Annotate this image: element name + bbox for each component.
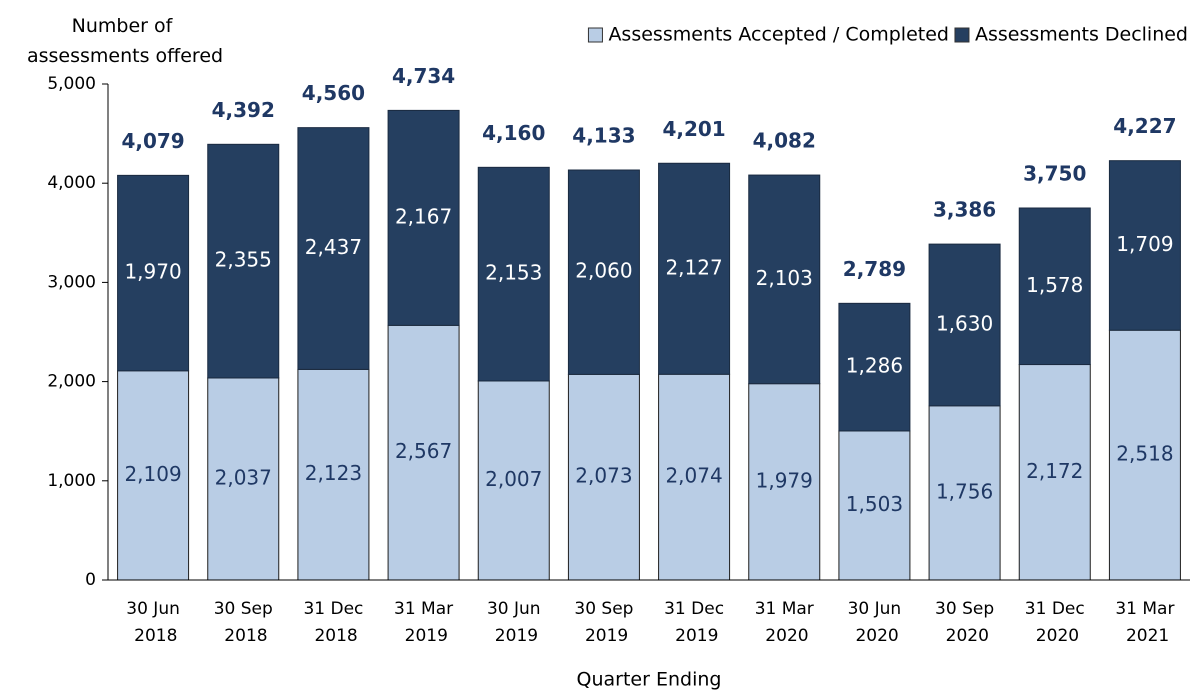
bar-segment [117, 174, 190, 372]
total-label: 4,160 [482, 121, 545, 145]
bar-segment [748, 383, 821, 581]
bar-segment [567, 169, 640, 375]
y-tick-label: 4,000 [47, 173, 96, 193]
bar-segment [297, 127, 370, 370]
x-tick-label: 30 Jun 2020 [848, 599, 902, 646]
bar-segment [477, 166, 550, 382]
bar-segment [207, 143, 280, 379]
legend-swatch [587, 27, 603, 43]
x-tick-label: 30 Sep 2018 [214, 599, 273, 646]
total-label: 3,750 [1023, 162, 1086, 186]
y-tick-label: 5,000 [47, 74, 96, 94]
y-tick-label: 0 [85, 570, 96, 590]
segment-label: 2,037 [215, 465, 272, 489]
x-tick-label: 31 Mar 2020 [755, 599, 814, 646]
x-tick-label: 30 Sep 2020 [935, 599, 994, 646]
segment-label: 2,172 [1026, 459, 1083, 483]
bar-segment [1018, 364, 1091, 581]
segment-label: 2,074 [665, 464, 722, 488]
segment-label: 2,073 [575, 464, 632, 488]
segment-label: 2,007 [485, 467, 542, 491]
y-tick-label: 2,000 [47, 372, 96, 392]
total-label: 4,082 [753, 129, 816, 153]
segment-label: 1,286 [846, 354, 903, 378]
total-label: 2,789 [843, 257, 906, 281]
total-label: 4,734 [392, 64, 455, 88]
legend-label: Assessments Declined [975, 24, 1188, 46]
total-label: 4,560 [302, 81, 365, 105]
bar-segment [748, 174, 821, 385]
x-tick-label: 30 Jun 2018 [126, 599, 180, 646]
segment-label: 2,103 [756, 266, 813, 290]
bar-segment [928, 243, 1001, 407]
x-tick-label: 31 Mar 2019 [394, 599, 453, 646]
bar-segment [658, 373, 731, 581]
segment-label: 1,630 [936, 311, 993, 335]
total-label: 4,133 [572, 124, 635, 148]
bar-segment [207, 377, 280, 581]
x-tick-label: 31 Mar 2021 [1115, 599, 1174, 646]
segment-label: 1,709 [1116, 232, 1173, 256]
x-tick-label: 31 Dec 2020 [1025, 599, 1085, 646]
legend-swatch [954, 27, 970, 43]
legend-label: Assessments Accepted / Completed [608, 24, 949, 46]
bar-segment [658, 162, 731, 375]
total-label: 4,079 [121, 129, 184, 153]
bar-segment [477, 380, 550, 581]
x-tick-label: 31 Dec 2018 [303, 599, 363, 646]
segment-label: 2,109 [124, 462, 181, 486]
segment-label: 2,518 [1116, 442, 1173, 466]
total-label: 4,392 [212, 98, 275, 122]
bar-segment [387, 324, 460, 581]
x-tick-label: 30 Sep 2019 [574, 599, 633, 646]
total-label: 4,201 [662, 117, 725, 141]
bar-segment [1108, 160, 1181, 331]
segment-label: 2,567 [395, 439, 452, 463]
segment-label: 2,127 [665, 255, 722, 279]
segment-label: 1,578 [1026, 273, 1083, 297]
total-label: 3,386 [933, 198, 996, 222]
segment-label: 2,355 [215, 248, 272, 272]
bar-segment [567, 373, 640, 581]
x-axis-label: Quarter Ending [577, 669, 722, 691]
bar-segment [387, 109, 460, 326]
bar-segment [297, 368, 370, 581]
y-tick-label: 1,000 [47, 471, 96, 491]
segment-label: 2,167 [395, 204, 452, 228]
segment-label: 1,970 [124, 260, 181, 284]
y-axis-label: Number of assessments offered [21, 15, 223, 67]
x-tick-label: 30 Jun 2019 [487, 599, 541, 646]
segment-label: 2,153 [485, 261, 542, 285]
segment-label: 2,123 [305, 461, 362, 485]
bar-segment [838, 302, 911, 432]
bar-segment [928, 405, 1001, 581]
bar-segment [1108, 329, 1181, 581]
segment-label: 2,060 [575, 259, 632, 283]
bar-segment [838, 430, 911, 581]
segment-label: 1,756 [936, 479, 993, 503]
y-tick-label: 3,000 [47, 272, 96, 292]
segment-label: 1,503 [846, 492, 903, 516]
segment-label: 2,437 [305, 235, 362, 259]
total-label: 4,227 [1113, 114, 1176, 138]
segment-label: 1,979 [756, 468, 813, 492]
x-tick-label: 31 Dec 2019 [664, 599, 724, 646]
bar-segment [1018, 207, 1091, 366]
